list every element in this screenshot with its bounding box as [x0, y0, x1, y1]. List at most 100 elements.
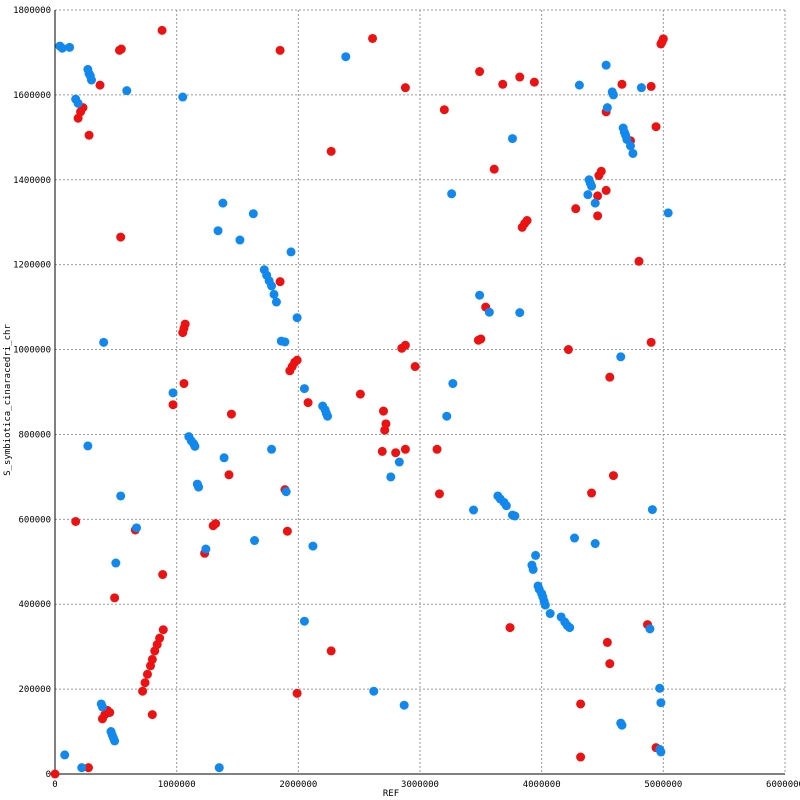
blue-data-point — [201, 544, 211, 554]
x-tick-label: 4000000 — [523, 780, 561, 790]
blue-data-point — [625, 141, 635, 151]
blue-data-point — [656, 698, 666, 708]
blue-data-point — [248, 209, 258, 219]
red-data-point — [576, 752, 586, 762]
blue-data-point — [510, 511, 520, 521]
blue-data-point — [213, 226, 223, 236]
red-data-point — [593, 191, 603, 201]
blue-data-point — [235, 235, 245, 245]
red-data-point — [498, 79, 508, 89]
blue-data-point — [663, 208, 673, 218]
blue-data-point — [168, 388, 178, 398]
blue-data-point — [73, 98, 83, 108]
red-data-point — [410, 362, 420, 372]
blue-data-point — [501, 501, 511, 511]
blue-data-point — [507, 134, 517, 144]
blue-data-point — [60, 750, 70, 760]
red-data-point — [71, 516, 81, 526]
blue-data-point — [590, 198, 600, 208]
blue-data-point — [399, 700, 409, 710]
blue-data-point — [574, 80, 584, 90]
blue-data-point — [292, 313, 302, 323]
data-points — [50, 25, 673, 779]
x-tick-label: 1000000 — [158, 780, 196, 790]
blue-data-point — [299, 384, 309, 394]
blue-data-point — [655, 683, 665, 693]
red-data-point — [634, 256, 644, 266]
red-data-point — [400, 83, 410, 93]
blue-data-point — [250, 536, 260, 546]
blue-data-point — [565, 623, 575, 633]
red-data-point — [326, 146, 336, 156]
y-tick-label: 200000 — [18, 685, 51, 695]
red-data-point — [400, 444, 410, 454]
red-data-point — [168, 400, 178, 410]
blue-data-point — [271, 297, 281, 307]
blue-data-point — [484, 307, 494, 317]
red-data-point — [158, 625, 168, 635]
blue-data-point — [531, 550, 541, 560]
blue-data-point — [308, 541, 318, 551]
blue-data-point — [269, 289, 279, 299]
red-data-point — [381, 419, 391, 429]
x-tick-label: 3000000 — [401, 780, 439, 790]
blue-data-point — [647, 505, 657, 515]
red-data-point — [601, 185, 611, 195]
red-data-point — [158, 570, 168, 580]
red-data-point — [110, 593, 120, 603]
blue-data-point — [281, 487, 291, 497]
red-data-point — [608, 471, 618, 481]
red-data-point — [602, 637, 612, 647]
y-tick-label: 0 — [46, 770, 51, 780]
red-data-point — [157, 25, 167, 35]
red-data-point — [50, 769, 60, 779]
red-data-point — [593, 211, 603, 221]
blue-data-point — [110, 736, 120, 746]
y-axis-label: S_symbiotica_cinaracedri_chr — [3, 324, 13, 476]
red-data-point — [275, 277, 285, 287]
red-data-point — [400, 340, 410, 350]
blue-data-point — [656, 747, 666, 757]
red-data-point — [605, 659, 615, 669]
blue-data-point — [628, 148, 638, 158]
blue-data-point — [386, 472, 396, 482]
y-tick-label: 1600000 — [13, 91, 51, 101]
red-data-point — [275, 45, 285, 55]
y-tick-label: 600000 — [18, 515, 51, 525]
blue-data-point — [132, 523, 142, 533]
red-data-point — [180, 319, 190, 329]
y-tick-label: 1800000 — [13, 6, 51, 16]
blue-data-point — [65, 42, 75, 52]
blue-data-point — [601, 60, 611, 70]
y-tick-label: 1400000 — [13, 176, 51, 186]
red-data-point — [377, 446, 387, 456]
blue-data-point — [341, 52, 351, 62]
blue-data-point — [99, 337, 109, 347]
axes — [54, 10, 785, 775]
y-tick-label: 400000 — [18, 600, 51, 610]
blue-data-point — [280, 337, 290, 347]
red-data-point — [391, 448, 401, 458]
red-data-point — [475, 67, 485, 77]
red-data-point — [646, 81, 656, 91]
x-tick-label: 0 — [52, 780, 57, 790]
red-data-point — [84, 130, 94, 140]
red-data-point — [489, 164, 499, 174]
red-data-point — [116, 44, 126, 54]
red-data-point — [522, 216, 532, 226]
red-data-point — [605, 372, 615, 382]
blue-data-point — [442, 411, 452, 421]
blue-data-point — [122, 86, 132, 96]
red-data-point — [292, 688, 302, 698]
blue-data-point — [587, 181, 597, 191]
blue-data-point — [83, 441, 93, 451]
blue-data-point — [77, 763, 87, 773]
red-data-point — [138, 686, 148, 696]
red-data-point — [95, 80, 105, 90]
red-data-point — [596, 166, 606, 176]
blue-data-point — [267, 444, 277, 454]
blue-data-point — [583, 190, 593, 200]
x-tick-label: 2000000 — [279, 780, 317, 790]
red-data-point — [282, 526, 292, 536]
